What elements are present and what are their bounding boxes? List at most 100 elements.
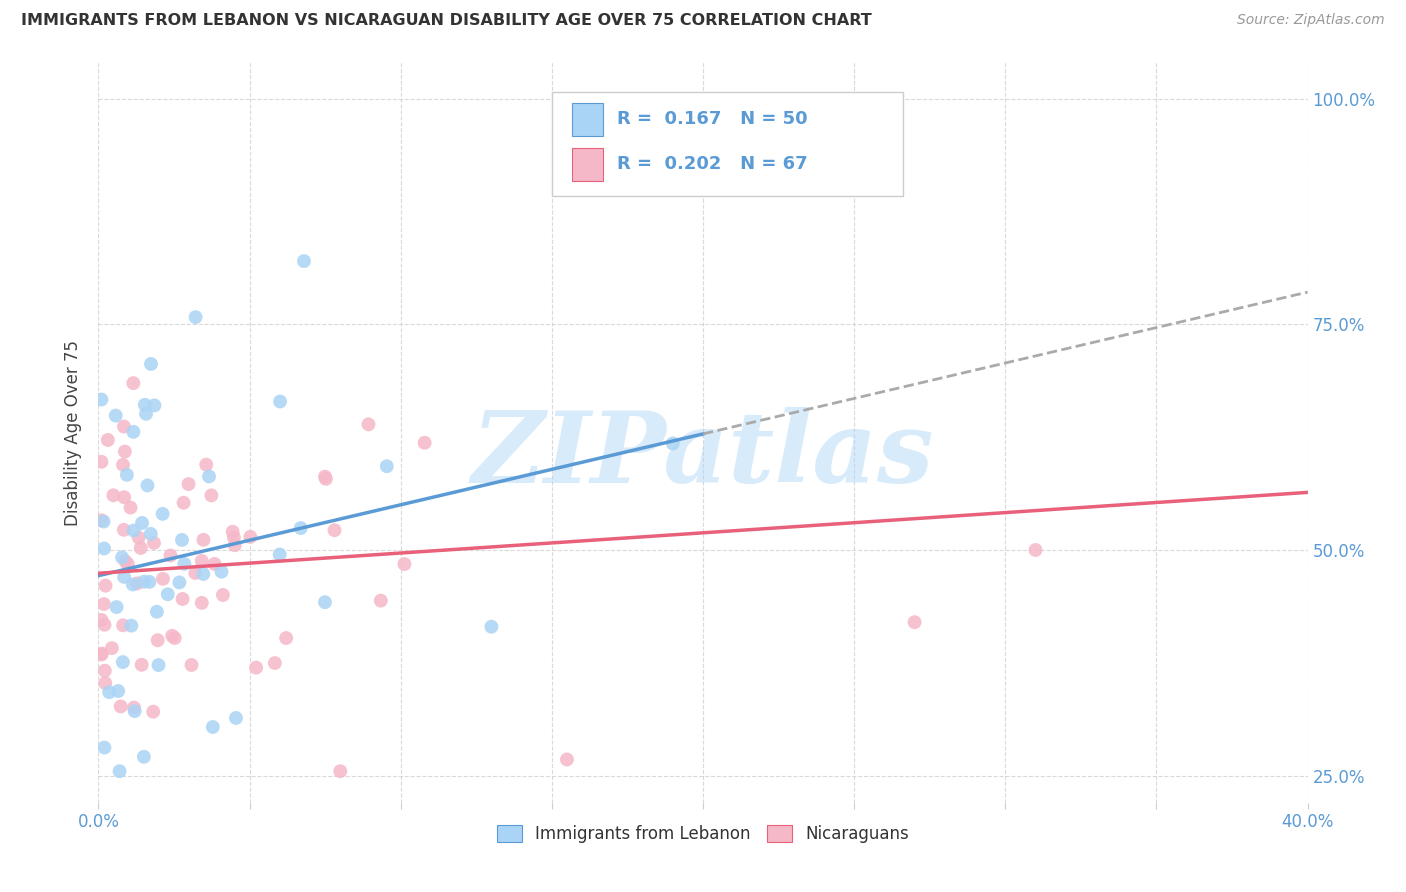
Point	[105, 600, 128, 615]
Point	[112, 490, 135, 504]
Point	[148, 658, 170, 673]
Point	[112, 618, 135, 632]
Point	[169, 575, 191, 590]
Point	[370, 593, 392, 607]
Point	[239, 530, 262, 544]
Point	[1024, 543, 1046, 558]
Point	[269, 548, 291, 562]
Point	[90, 392, 112, 407]
Point	[128, 531, 150, 545]
Point	[131, 657, 153, 672]
Bar	[572, 103, 603, 136]
Point	[394, 557, 416, 571]
Point	[111, 550, 134, 565]
Point	[93, 515, 115, 529]
Text: R =  0.167   N = 50: R = 0.167 N = 50	[617, 111, 808, 128]
Point	[315, 472, 337, 486]
Point	[90, 513, 112, 527]
Point	[481, 620, 503, 634]
Point	[221, 524, 243, 539]
Y-axis label: Disability Age Over 75: Disability Age Over 75	[65, 340, 83, 525]
Point	[357, 417, 380, 432]
Point	[134, 398, 156, 412]
Point	[120, 500, 142, 515]
Point	[156, 587, 179, 601]
Point	[225, 711, 247, 725]
Point	[413, 435, 436, 450]
Point	[616, 141, 638, 155]
Point	[97, 433, 120, 447]
Point	[98, 685, 121, 699]
Point	[323, 523, 346, 537]
Point	[224, 538, 246, 552]
Point	[94, 579, 117, 593]
Point	[191, 596, 214, 610]
Bar	[572, 147, 603, 181]
Point	[103, 488, 125, 502]
Point	[195, 458, 218, 472]
Point	[177, 477, 200, 491]
Point	[139, 357, 162, 371]
Point	[204, 557, 226, 571]
Text: R =  0.202   N = 67: R = 0.202 N = 67	[617, 155, 808, 173]
Point	[200, 488, 222, 502]
Legend: Immigrants from Lebanon, Nicaraguans: Immigrants from Lebanon, Nicaraguans	[491, 819, 915, 850]
Point	[555, 752, 578, 766]
Point	[193, 567, 215, 582]
Point	[314, 595, 336, 609]
Point	[110, 699, 132, 714]
Point	[94, 664, 117, 678]
Point	[184, 310, 207, 325]
Point	[245, 660, 267, 674]
Point	[170, 533, 193, 547]
Point	[122, 425, 145, 439]
Point	[160, 629, 183, 643]
FancyBboxPatch shape	[551, 92, 903, 195]
Point	[314, 469, 336, 483]
Point	[292, 254, 315, 268]
Point	[132, 749, 155, 764]
Point	[146, 605, 169, 619]
Point	[263, 656, 285, 670]
Point	[173, 557, 195, 571]
Point	[90, 648, 112, 662]
Point	[276, 631, 298, 645]
Point	[184, 566, 207, 580]
Point	[122, 700, 145, 714]
Point	[180, 658, 202, 673]
Point	[124, 704, 146, 718]
Point	[143, 536, 166, 550]
Point	[93, 597, 115, 611]
Point	[114, 554, 136, 568]
Point	[201, 720, 224, 734]
Point	[114, 444, 136, 458]
Point	[132, 574, 155, 589]
Text: IMMIGRANTS FROM LEBANON VS NICARAGUAN DISABILITY AGE OVER 75 CORRELATION CHART: IMMIGRANTS FROM LEBANON VS NICARAGUAN DI…	[21, 13, 872, 29]
Point	[163, 631, 186, 645]
Point	[146, 633, 169, 648]
Point	[104, 409, 127, 423]
Point	[172, 592, 194, 607]
Point	[111, 655, 134, 669]
Point	[121, 818, 143, 832]
Point	[122, 376, 145, 391]
Point	[152, 572, 174, 586]
Point	[115, 467, 138, 482]
Point	[135, 407, 157, 421]
Point	[329, 764, 352, 779]
Point	[122, 524, 145, 538]
Point	[90, 613, 112, 627]
Point	[159, 549, 181, 563]
Point	[211, 565, 233, 579]
Point	[138, 574, 160, 589]
Point	[93, 541, 115, 556]
Point	[290, 521, 312, 535]
Point	[661, 436, 683, 450]
Point	[107, 684, 129, 698]
Point	[111, 458, 134, 472]
Point	[222, 531, 245, 545]
Text: Source: ZipAtlas.com: Source: ZipAtlas.com	[1237, 13, 1385, 28]
Point	[173, 496, 195, 510]
Point	[117, 557, 139, 571]
Point	[193, 533, 215, 547]
